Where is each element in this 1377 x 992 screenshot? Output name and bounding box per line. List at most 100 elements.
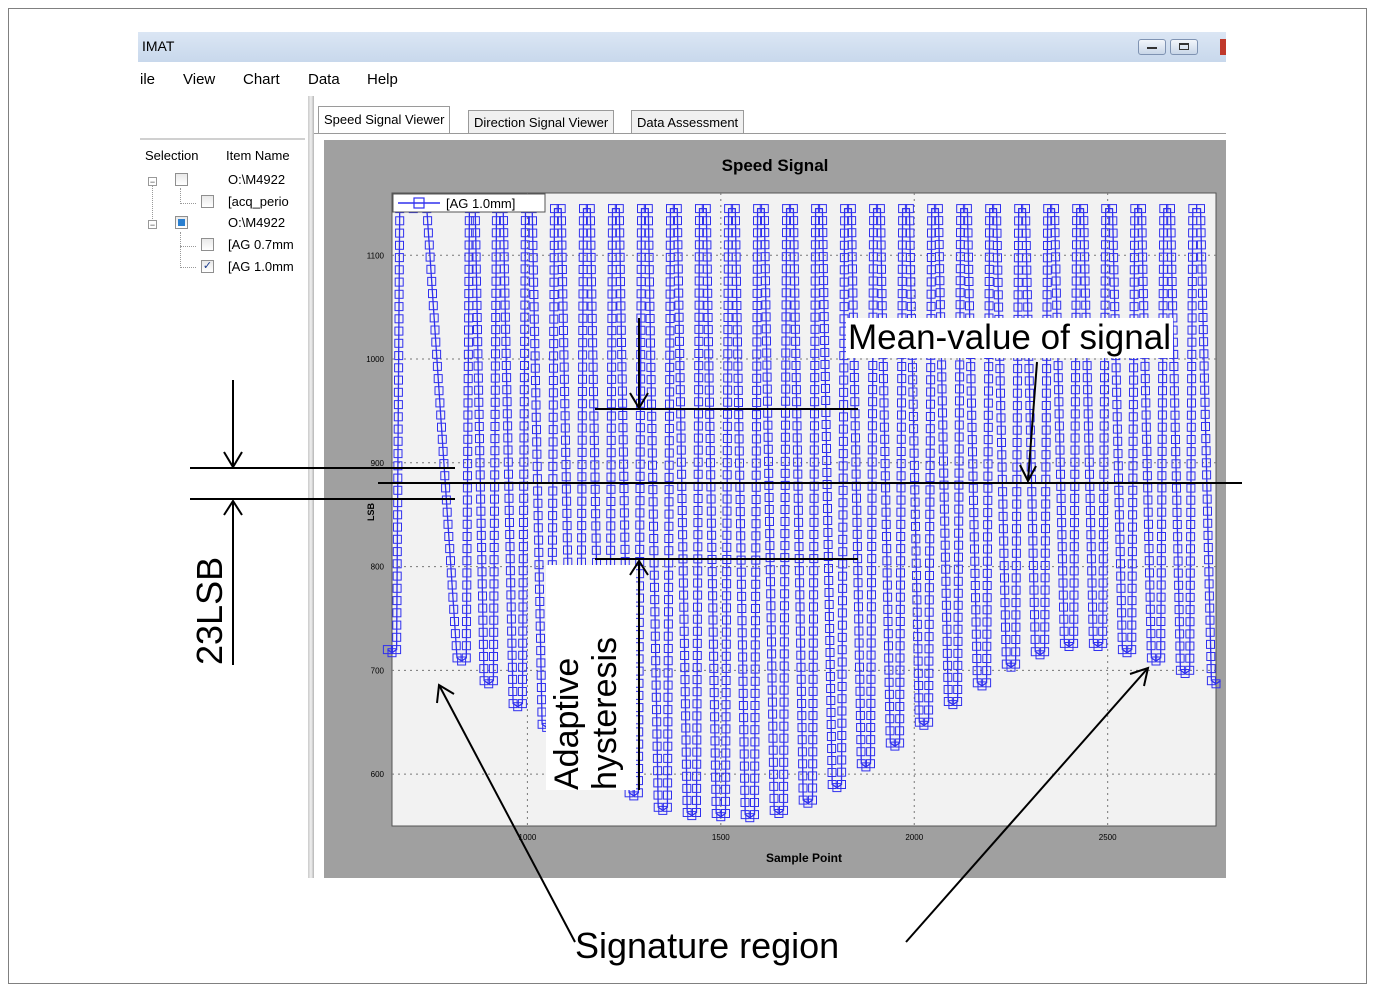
tab-data-assessment[interactable]: Data Assessment [631, 110, 745, 134]
data-marker [636, 362, 646, 372]
maximize-button[interactable] [1170, 39, 1198, 55]
data-marker [764, 480, 774, 490]
data-marker [984, 362, 994, 372]
data-marker [925, 571, 934, 580]
tree-item-label: O:\M4922 [228, 172, 286, 187]
data-marker [926, 387, 936, 397]
data-marker [970, 568, 980, 578]
menu-view[interactable]: View [183, 71, 216, 88]
data-marker [577, 460, 587, 470]
data-marker [1027, 499, 1037, 509]
data-marker [761, 312, 771, 322]
data-marker [752, 337, 762, 347]
tree-checkbox[interactable] [201, 238, 214, 251]
panel-splitter[interactable] [308, 96, 314, 878]
data-marker [559, 362, 569, 372]
data-marker [733, 337, 742, 347]
data-marker [1098, 578, 1108, 588]
data-marker [619, 484, 629, 493]
data-marker [1013, 290, 1023, 300]
data-marker [736, 555, 746, 565]
data-marker [520, 348, 530, 358]
legend: [AG 1.0mm] [392, 193, 546, 213]
tree-checkbox[interactable] [175, 173, 188, 186]
data-marker [782, 228, 791, 238]
data-marker [425, 252, 435, 262]
data-marker [710, 736, 720, 746]
data-marker [856, 759, 866, 769]
data-marker [506, 590, 516, 600]
data-marker [837, 669, 847, 679]
tree-checkbox[interactable] [175, 216, 188, 229]
app-title: IMAT [142, 38, 175, 54]
data-marker [827, 756, 837, 765]
data-marker [983, 422, 993, 432]
data-marker [955, 396, 964, 406]
data-marker [810, 385, 820, 395]
tab-speed-signal-viewer[interactable]: Speed Signal Viewer [318, 106, 451, 134]
data-marker [992, 216, 1002, 226]
data-marker [866, 723, 876, 732]
series-line [387, 207, 1221, 819]
data-marker [578, 301, 588, 311]
item-name-column-header[interactable]: Item Name [226, 148, 290, 163]
data-marker [693, 421, 703, 431]
menu-chart[interactable]: Chart [243, 71, 280, 88]
collapse-icon[interactable]: − [148, 177, 157, 187]
data-marker [1128, 510, 1138, 520]
tree-checkbox[interactable] [201, 195, 214, 208]
data-marker [615, 228, 625, 238]
tab-direction-signal-viewer[interactable]: Direction Signal Viewer [468, 110, 615, 134]
menu-data[interactable]: Data [308, 71, 340, 88]
data-marker [706, 506, 716, 516]
data-marker [818, 252, 828, 262]
data-marker [1059, 626, 1069, 636]
data-marker [450, 629, 460, 639]
data-marker [531, 400, 541, 410]
data-marker [679, 590, 689, 600]
data-marker [394, 253, 404, 263]
data-marker [423, 216, 433, 226]
data-marker [709, 651, 719, 661]
menu-file[interactable]: ile [140, 71, 156, 88]
data-marker [1021, 241, 1031, 250]
data-marker [837, 731, 847, 740]
data-marker [518, 662, 528, 672]
tree-connector [180, 203, 196, 204]
data-marker [997, 462, 1007, 472]
data-marker [1157, 459, 1167, 469]
data-marker [478, 639, 488, 649]
data-marker [500, 312, 510, 322]
data-marker [867, 517, 877, 527]
data-marker [619, 496, 629, 506]
data-marker [709, 663, 719, 673]
data-marker [476, 494, 486, 504]
data-marker [942, 612, 952, 622]
data-marker [1098, 530, 1108, 540]
data-marker [825, 624, 835, 633]
tree-checkbox-checked[interactable]: ✓ [201, 260, 214, 273]
data-marker [824, 588, 834, 597]
data-marker [536, 670, 546, 680]
data-marker [1129, 302, 1139, 312]
collapse-icon[interactable]: − [148, 220, 157, 230]
data-marker [908, 363, 917, 373]
data-marker [810, 312, 820, 322]
menu-help[interactable]: Help [367, 71, 398, 88]
selection-column-header[interactable]: Selection [145, 148, 199, 163]
data-marker [1051, 252, 1061, 262]
data-marker [751, 604, 760, 613]
data-marker [1040, 610, 1050, 620]
data-marker [1050, 240, 1060, 250]
data-marker [694, 361, 704, 371]
data-marker [809, 566, 819, 576]
data-marker [1041, 388, 1051, 398]
close-button[interactable] [1220, 39, 1226, 55]
minimize-button[interactable] [1138, 39, 1166, 55]
data-marker [1127, 559, 1137, 569]
data-marker [464, 228, 474, 238]
data-marker [489, 652, 498, 661]
data-marker [879, 398, 889, 408]
data-marker [649, 534, 659, 543]
data-marker [954, 516, 964, 526]
